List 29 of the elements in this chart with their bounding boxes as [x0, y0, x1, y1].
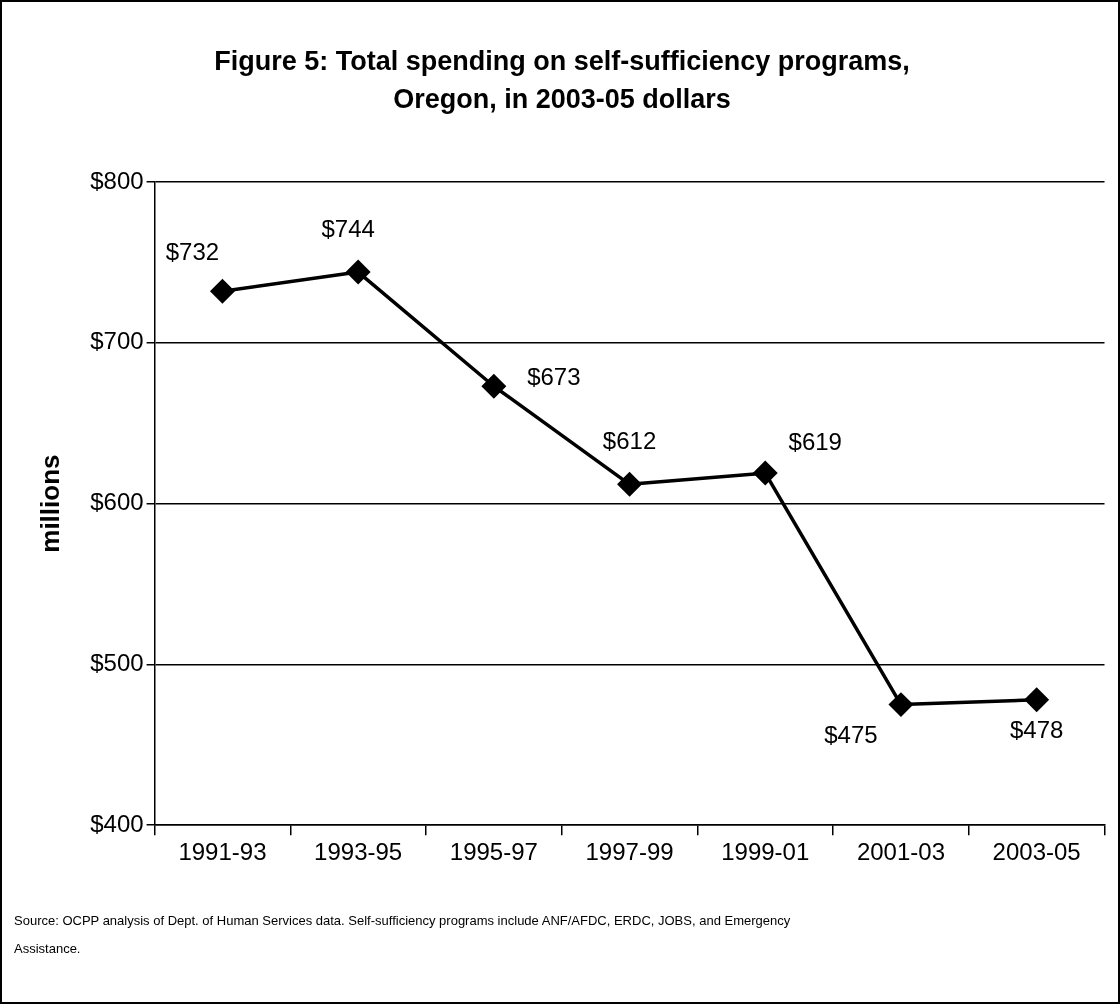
y-tick-label: $500 [90, 649, 144, 677]
source-note: Source: OCPP analysis of Dept. of Human Services data. Self-sufficiency programs include ANF/AFDC, ERDC, JOBS, and Emergency Assistance. [14, 912, 792, 958]
x-tick-label: 1997-99 [585, 838, 674, 866]
x-tick-label: 1991-93 [178, 838, 267, 866]
y-tick-label: $700 [90, 327, 144, 355]
x-tick-label: 1995-97 [449, 838, 538, 866]
chart-title: Figure 5: Total spending on self-sufficiency programs, Oregon, in 2003-05 dollars [213, 45, 911, 116]
x-tick-label: 2003-05 [992, 838, 1081, 866]
data-label: $612 [602, 426, 657, 454]
x-tick-label: 2001-03 [856, 838, 945, 866]
data-label: $744 [321, 214, 375, 242]
data-label: $732 [165, 237, 220, 265]
point [210, 279, 235, 304]
y-axis-title: millions [34, 454, 65, 553]
data-label: $619 [788, 427, 842, 455]
data-label: $475 [824, 721, 878, 749]
point [617, 472, 642, 497]
point [753, 461, 777, 485]
x-tick-label: 1999-01 [721, 838, 810, 866]
point [1024, 688, 1049, 712]
point [482, 374, 506, 398]
data-label: $673 [527, 362, 581, 390]
y-tick-label: $400 [90, 809, 144, 837]
x-tick-label: 1993-95 [314, 838, 403, 866]
y-tick-label: $800 [90, 166, 144, 194]
point [346, 260, 370, 284]
data-label: $478 [1009, 716, 1064, 744]
y-tick-label: $600 [90, 488, 144, 516]
point [889, 692, 913, 717]
